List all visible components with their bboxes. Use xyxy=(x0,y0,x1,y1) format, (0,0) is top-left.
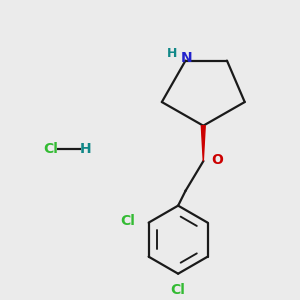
Text: N: N xyxy=(181,51,193,65)
Text: H: H xyxy=(167,47,177,60)
Polygon shape xyxy=(201,126,205,161)
Text: O: O xyxy=(212,153,224,167)
Text: H: H xyxy=(80,142,91,156)
Text: Cl: Cl xyxy=(44,142,58,156)
Text: Cl: Cl xyxy=(120,214,135,228)
Text: Cl: Cl xyxy=(171,283,186,297)
